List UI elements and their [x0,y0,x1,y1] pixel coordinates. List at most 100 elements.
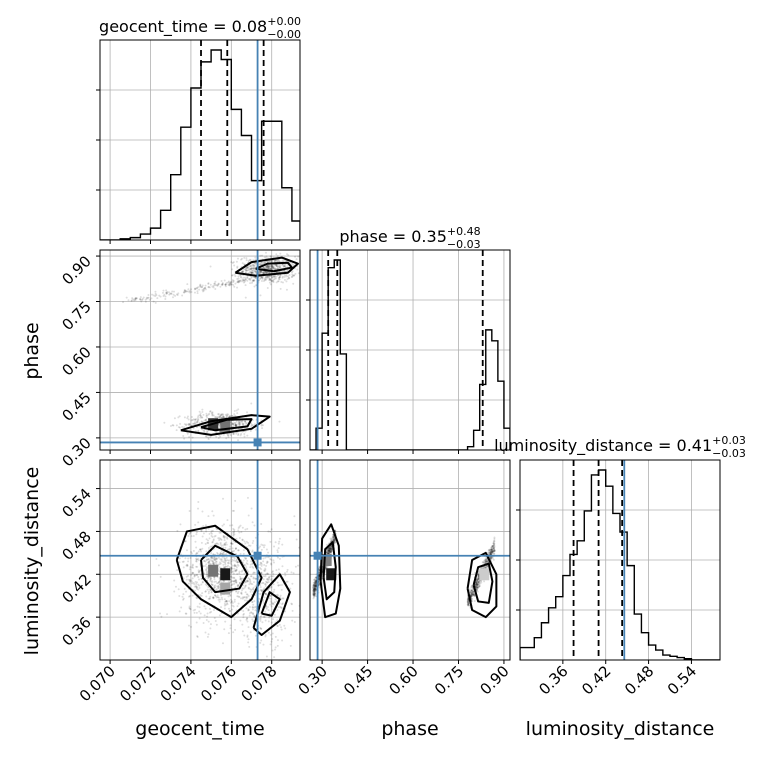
sample-point [218,583,221,586]
sample-point [294,523,297,526]
y-tick-label: 0.54 [58,485,94,521]
sample-point [475,581,478,584]
sample-point [243,596,246,599]
sample-point [199,286,202,289]
sample-point [283,624,286,627]
sample-point [199,594,202,597]
sample-point [314,580,317,583]
sample-point [328,547,331,550]
sample-point [254,609,257,612]
sample-point [222,553,225,556]
sample-point [196,635,199,638]
sample-point [262,271,265,274]
sample-point [314,592,317,595]
sample-point [318,571,321,574]
sample-point [260,568,263,571]
sample-point [264,275,267,278]
sample-point [237,277,240,280]
sample-point [207,515,210,518]
sample-point [238,422,241,425]
sample-point [216,596,219,599]
sample-point [278,278,281,281]
sample-point [313,594,316,597]
sample-point [476,583,479,586]
sample-point [484,560,487,563]
sample-point [207,436,210,439]
sample-point [246,634,249,637]
sample-point [192,534,195,537]
sample-point [231,576,234,579]
sample-point [491,547,494,550]
sample-point [314,584,317,587]
sample-point [227,281,230,284]
sample-point [234,275,237,278]
sample-point [259,615,262,618]
sample-point [222,536,225,539]
sample-point [270,605,273,608]
sample-point [165,291,168,294]
sample-point [329,547,332,550]
sample-point [246,269,249,272]
sample-point [277,258,280,261]
sample-point [480,581,483,584]
sample-point [482,566,485,569]
sample-point [199,548,202,551]
sample-point [254,271,257,274]
sample-point [192,581,195,584]
sample-point [190,415,193,418]
sample-point [281,259,284,262]
sample-point [231,268,234,271]
sample-point [229,434,232,437]
sample-point [477,573,480,576]
sample-point [292,274,295,277]
sample-point [235,566,238,569]
sample-point [259,263,262,266]
sample-point [249,265,252,268]
sample-point [251,601,254,604]
sample-point [491,551,494,554]
sample-point [278,602,281,605]
sample-point [478,585,481,588]
sample-point [268,576,271,579]
sample-point [227,561,230,564]
sample-point [197,507,200,510]
sample-point [247,609,250,612]
sample-point [328,549,331,552]
sample-point [269,633,272,636]
sample-point [222,566,225,569]
sample-point [487,551,490,554]
sample-point [314,580,317,583]
sample-point [253,269,256,272]
sample-point [466,601,469,604]
sample-point [267,275,270,278]
sample-point [327,548,330,551]
sample-point [329,540,332,543]
sample-point [178,610,181,613]
sample-point [478,585,481,588]
x-tick-label: 0.078 [237,662,280,705]
sample-point [231,558,234,561]
sample-point [275,253,278,256]
sample-point [222,550,225,553]
sample-point [269,575,272,578]
sample-point [224,542,227,545]
sample-point [300,568,302,570]
sample-point [205,595,208,598]
sample-point [220,544,223,547]
sample-point [253,279,256,282]
sample-point [483,559,486,562]
sample-point [170,292,173,295]
sample-point [240,258,243,261]
sample-point [185,612,188,615]
sample-point [230,421,233,424]
sample-point [214,542,217,545]
sample-point [286,269,289,272]
sample-point [242,612,245,615]
sample-point [236,558,239,561]
sample-point [475,586,478,589]
sample-point [237,281,240,284]
sample-point [251,661,253,663]
sample-point [209,556,212,559]
sample-point [234,579,237,582]
sample-point [234,499,237,502]
